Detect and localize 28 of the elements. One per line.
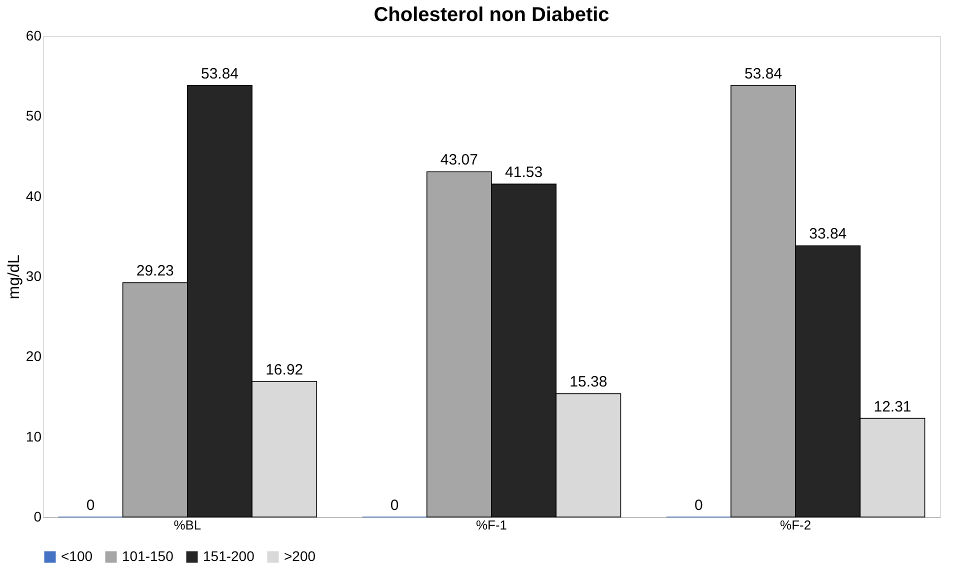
legend-label: >200: [284, 548, 316, 564]
y-tick-label: 30: [26, 268, 42, 284]
legend-label: 151-200: [203, 548, 255, 564]
legend-label: <100: [61, 548, 93, 564]
y-tick-label: 0: [34, 508, 42, 524]
y-tick-label: 60: [26, 28, 42, 44]
x-tick-label: %F-1: [476, 518, 508, 532]
data-label: 12.31: [874, 398, 912, 416]
x-tick-label: %F-2: [780, 518, 812, 532]
data-label: 0: [86, 497, 95, 514]
x-tick-label: %BL: [174, 518, 202, 532]
data-label: 53.84: [744, 65, 782, 82]
data-label: 0: [390, 497, 399, 514]
y-tick-label: 40: [26, 188, 42, 204]
data-label: 16.92: [266, 361, 304, 378]
data-label: 43.07: [440, 152, 478, 169]
y-axis-title: mg/dL: [6, 254, 23, 300]
y-tick-label: 50: [26, 108, 42, 124]
data-label: 0: [694, 497, 703, 514]
chart-title: Cholesterol non Diabetic: [374, 4, 610, 26]
y-tick-label: 10: [26, 428, 42, 444]
data-label: 15.38: [570, 374, 608, 391]
legend-label: 101-150: [122, 548, 174, 564]
data-label: 53.84: [200, 65, 239, 82]
y-tick-label: 20: [26, 348, 42, 364]
data-label: 29.23: [136, 262, 174, 280]
data-label: 33.84: [809, 226, 847, 243]
data-label: 41.53: [505, 164, 543, 182]
